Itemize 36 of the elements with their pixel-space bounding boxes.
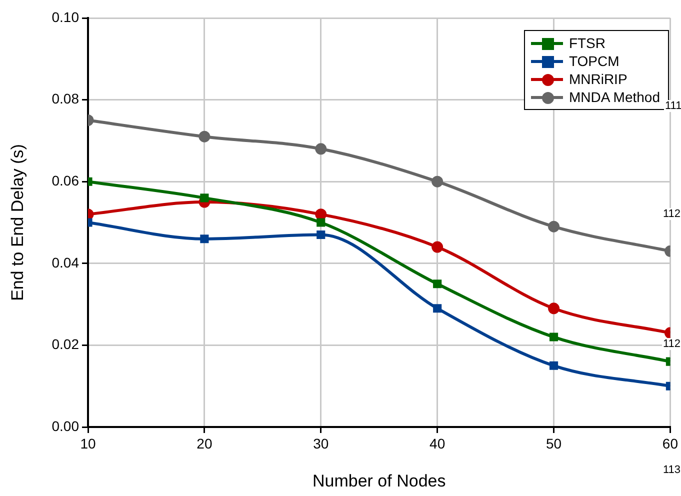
y-tick-label: 0.04: [52, 254, 80, 270]
y-tick-label: 0.10: [52, 8, 80, 25]
legend-label: MNRiRIP: [568, 71, 628, 87]
y-tick-label: 0.06: [52, 172, 80, 188]
legend-label: TOPCM: [568, 53, 620, 69]
point: [433, 280, 442, 288]
text: 113: [662, 464, 681, 476]
point: [549, 332, 558, 342]
y-tick-label: 0.02: [52, 336, 80, 352]
x-tick-label: 40: [430, 435, 446, 452]
annotation: 111: [664, 100, 681, 112]
point: [549, 361, 558, 370]
y-axis-title: End to End Delay (s): [8, 144, 27, 301]
point: [548, 220, 560, 232]
x-tick-label: 30: [313, 435, 329, 452]
point: [200, 194, 209, 202]
point: [198, 130, 210, 142]
point: [316, 218, 326, 227]
annotation: 112: [662, 208, 681, 220]
x-axis-title: Number of Nodes: [312, 471, 446, 490]
x-tick-label: 10: [80, 435, 96, 452]
point: [433, 304, 442, 313]
point: [315, 143, 327, 155]
x-tick-label: 20: [196, 435, 212, 452]
annotation: 112: [662, 338, 681, 350]
point: [200, 234, 209, 244]
legend-label: FTSR: [568, 35, 606, 51]
legend-label: MNDA Method: [568, 89, 660, 105]
point: [432, 176, 444, 188]
y-tick-label: 0.00: [52, 418, 80, 434]
y-tick-label: 0.08: [52, 90, 80, 107]
x-tick-label: 60: [662, 435, 678, 452]
point: [432, 241, 444, 253]
point: [316, 230, 326, 240]
point: [548, 302, 560, 314]
x-tick-label: 50: [546, 435, 562, 452]
